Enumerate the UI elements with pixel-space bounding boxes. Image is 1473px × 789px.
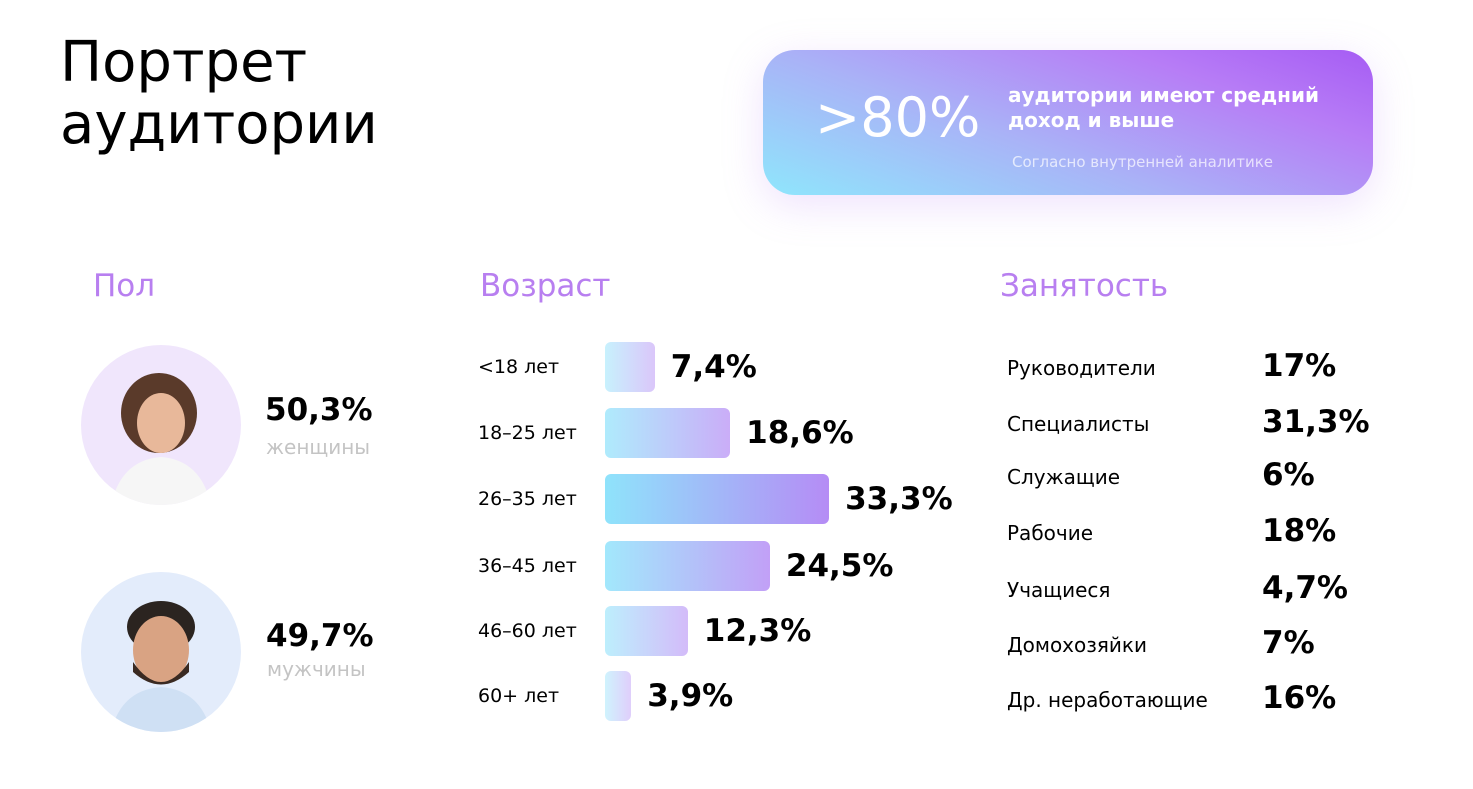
employment-label: Домохозяйки	[1007, 633, 1147, 657]
value-label: 3,9%	[647, 678, 734, 714]
employment-label: Руководители	[1007, 356, 1156, 380]
avatar-icon	[111, 601, 211, 732]
bar	[605, 606, 688, 656]
employment-label: Рабочие	[1007, 521, 1094, 545]
employment-value: 6%	[1262, 457, 1315, 493]
category-label: 60+ лет	[478, 685, 560, 707]
gender-value: 49,7%	[266, 618, 374, 654]
category-label: 46–60 лет	[478, 620, 577, 642]
title: аудитории	[60, 92, 378, 157]
section-title: Возраст	[480, 268, 611, 304]
value-label: 33,3%	[845, 481, 953, 517]
value-label: 12,3%	[703, 613, 812, 649]
section-title: Пол	[93, 268, 156, 304]
highlight-card: >80% аудитории имеют средний доход и выш…	[763, 50, 1373, 195]
category-label: <18 лет	[478, 356, 560, 378]
employment-value: 16%	[1262, 680, 1337, 716]
highlight-source: Согласно внутренней аналитике	[1012, 153, 1273, 171]
employment-label: Др. неработающие	[1007, 688, 1208, 712]
category-label: 26–35 лет	[478, 488, 577, 510]
employment-label: Специалисты	[1007, 412, 1150, 436]
highlight-value: >80%	[815, 86, 981, 149]
gender-value: 50,3%	[265, 392, 373, 428]
bar	[605, 408, 731, 458]
value-label: 18,6%	[746, 415, 854, 451]
gender-label: женщины	[266, 435, 371, 459]
section-title: Занятость	[1000, 268, 1169, 304]
highlight-text: аудитории имеют средний	[1008, 83, 1319, 107]
employment-value: 17%	[1262, 348, 1337, 384]
highlight-text: доход и выше	[1008, 108, 1175, 132]
category-label: 18–25 лет	[478, 422, 577, 444]
title: Портрет	[60, 30, 308, 95]
employment-value: 18%	[1262, 513, 1337, 549]
employment-value: 31,3%	[1262, 404, 1370, 440]
bar	[605, 342, 655, 392]
avatar	[81, 345, 241, 505]
bar	[605, 541, 770, 591]
category-label: 36–45 лет	[478, 555, 577, 577]
avatar	[81, 572, 241, 732]
avatar-icon	[111, 373, 211, 505]
bar	[605, 671, 632, 721]
gender-label: мужчины	[267, 657, 366, 681]
bar	[605, 474, 830, 524]
value-label: 24,5%	[785, 548, 894, 584]
value-label: 7,4%	[670, 349, 757, 385]
employment-label: Служащие	[1007, 465, 1120, 489]
employment-value: 4,7%	[1262, 570, 1348, 606]
employment-label: Учащиеся	[1007, 578, 1111, 602]
employment-value: 7%	[1262, 625, 1315, 661]
